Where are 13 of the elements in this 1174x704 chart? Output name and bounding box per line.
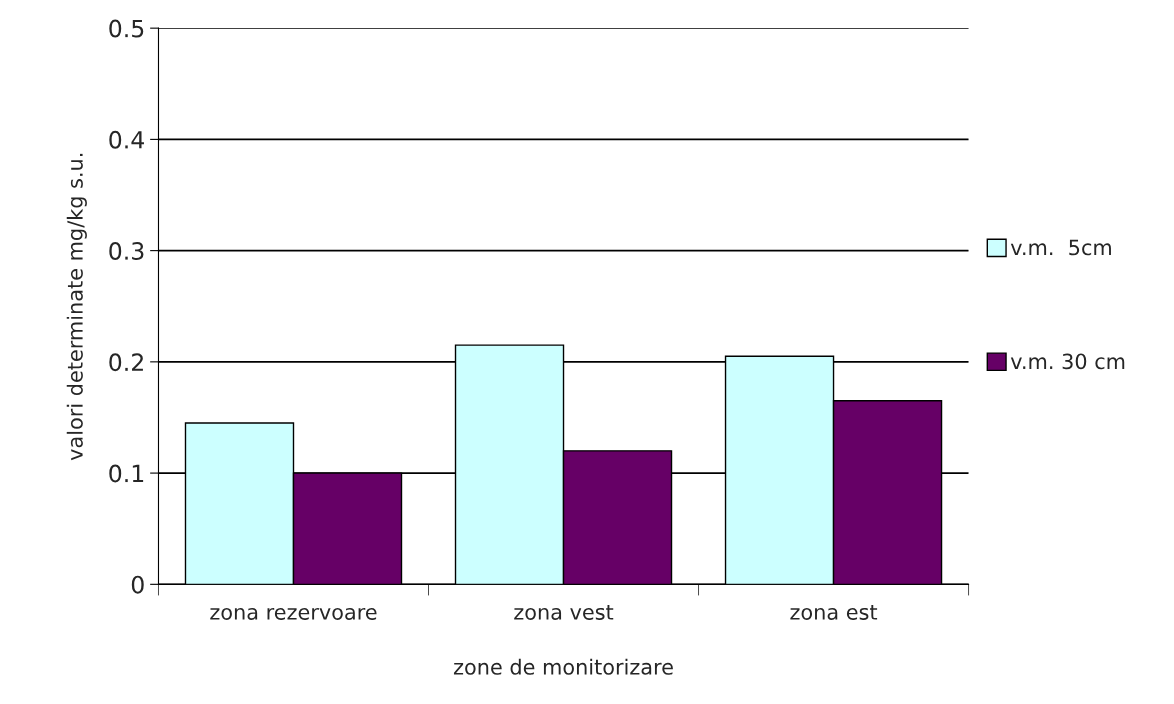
y-tick-label: 0.1 xyxy=(109,464,144,483)
x-tick-label: zona vest xyxy=(514,604,614,620)
legend-label: v.m. 30 cm xyxy=(1010,353,1125,370)
legend-label: v.m. 5cm xyxy=(1010,239,1111,256)
y-tick-label: 0.5 xyxy=(109,19,144,38)
y-tick-label: 0.4 xyxy=(109,130,144,149)
y-axis-title: valori determinate mg/kg s.u. xyxy=(66,153,87,461)
x-tick-label: zona rezervoare xyxy=(210,607,377,620)
x-axis-title: zone de monitorizare xyxy=(453,658,673,675)
y-tick-label: 0.3 xyxy=(109,242,144,260)
y-tick-label: 0.2 xyxy=(109,353,143,372)
y-tick-label: 0 xyxy=(131,575,144,594)
x-tick-label: zona est xyxy=(790,604,878,620)
